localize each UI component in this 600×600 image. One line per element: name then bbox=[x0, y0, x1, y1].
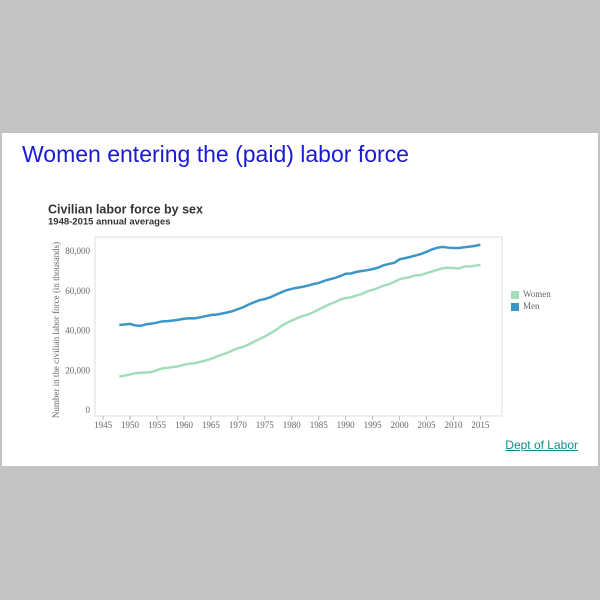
chart-title: Civilian labor force by sex bbox=[48, 202, 203, 216]
chart-subtitle: 1948-2015 annual averages bbox=[48, 217, 171, 228]
legend-label: Women bbox=[523, 289, 551, 299]
y-tick-label: 40,000 bbox=[65, 326, 90, 336]
series-line bbox=[119, 243, 481, 328]
source-link[interactable]: Dept of Labor bbox=[505, 438, 578, 452]
series-line bbox=[119, 263, 481, 378]
x-tick-label: 1975 bbox=[256, 420, 275, 430]
slide-heading: Women entering the (paid) labor force bbox=[22, 141, 409, 167]
plot-area bbox=[94, 236, 503, 417]
y-axis-label: Number in the civilian labor force (in t… bbox=[51, 242, 61, 418]
x-tick-label: 2015 bbox=[471, 420, 490, 430]
legend-swatch bbox=[511, 291, 519, 299]
legend-swatch bbox=[511, 303, 519, 311]
x-tick-label: 2000 bbox=[391, 420, 410, 430]
x-tick-label: 2005 bbox=[418, 420, 437, 430]
y-tick-label: 80,000 bbox=[65, 246, 90, 256]
x-tick-label: 2010 bbox=[444, 420, 463, 430]
y-tick-label: 60,000 bbox=[65, 286, 90, 296]
x-tick-label: 1945 bbox=[94, 420, 113, 430]
x-tick-label: 1970 bbox=[229, 420, 248, 430]
x-tick-label: 1985 bbox=[310, 420, 329, 430]
x-tick-label: 1955 bbox=[148, 420, 167, 430]
legend-label: Men bbox=[523, 301, 540, 311]
x-tick-label: 1980 bbox=[283, 420, 302, 430]
x-tick-label: 1960 bbox=[175, 420, 194, 430]
slide-panel: Women entering the (paid) labor force De… bbox=[2, 133, 598, 466]
x-tick-label: 1995 bbox=[364, 420, 383, 430]
y-tick-label: 0 bbox=[86, 405, 91, 415]
x-tick-label: 1965 bbox=[202, 420, 221, 430]
x-tick-label: 1950 bbox=[121, 420, 140, 430]
y-tick-label: 20,000 bbox=[65, 365, 90, 375]
x-tick-label: 1990 bbox=[337, 420, 356, 430]
